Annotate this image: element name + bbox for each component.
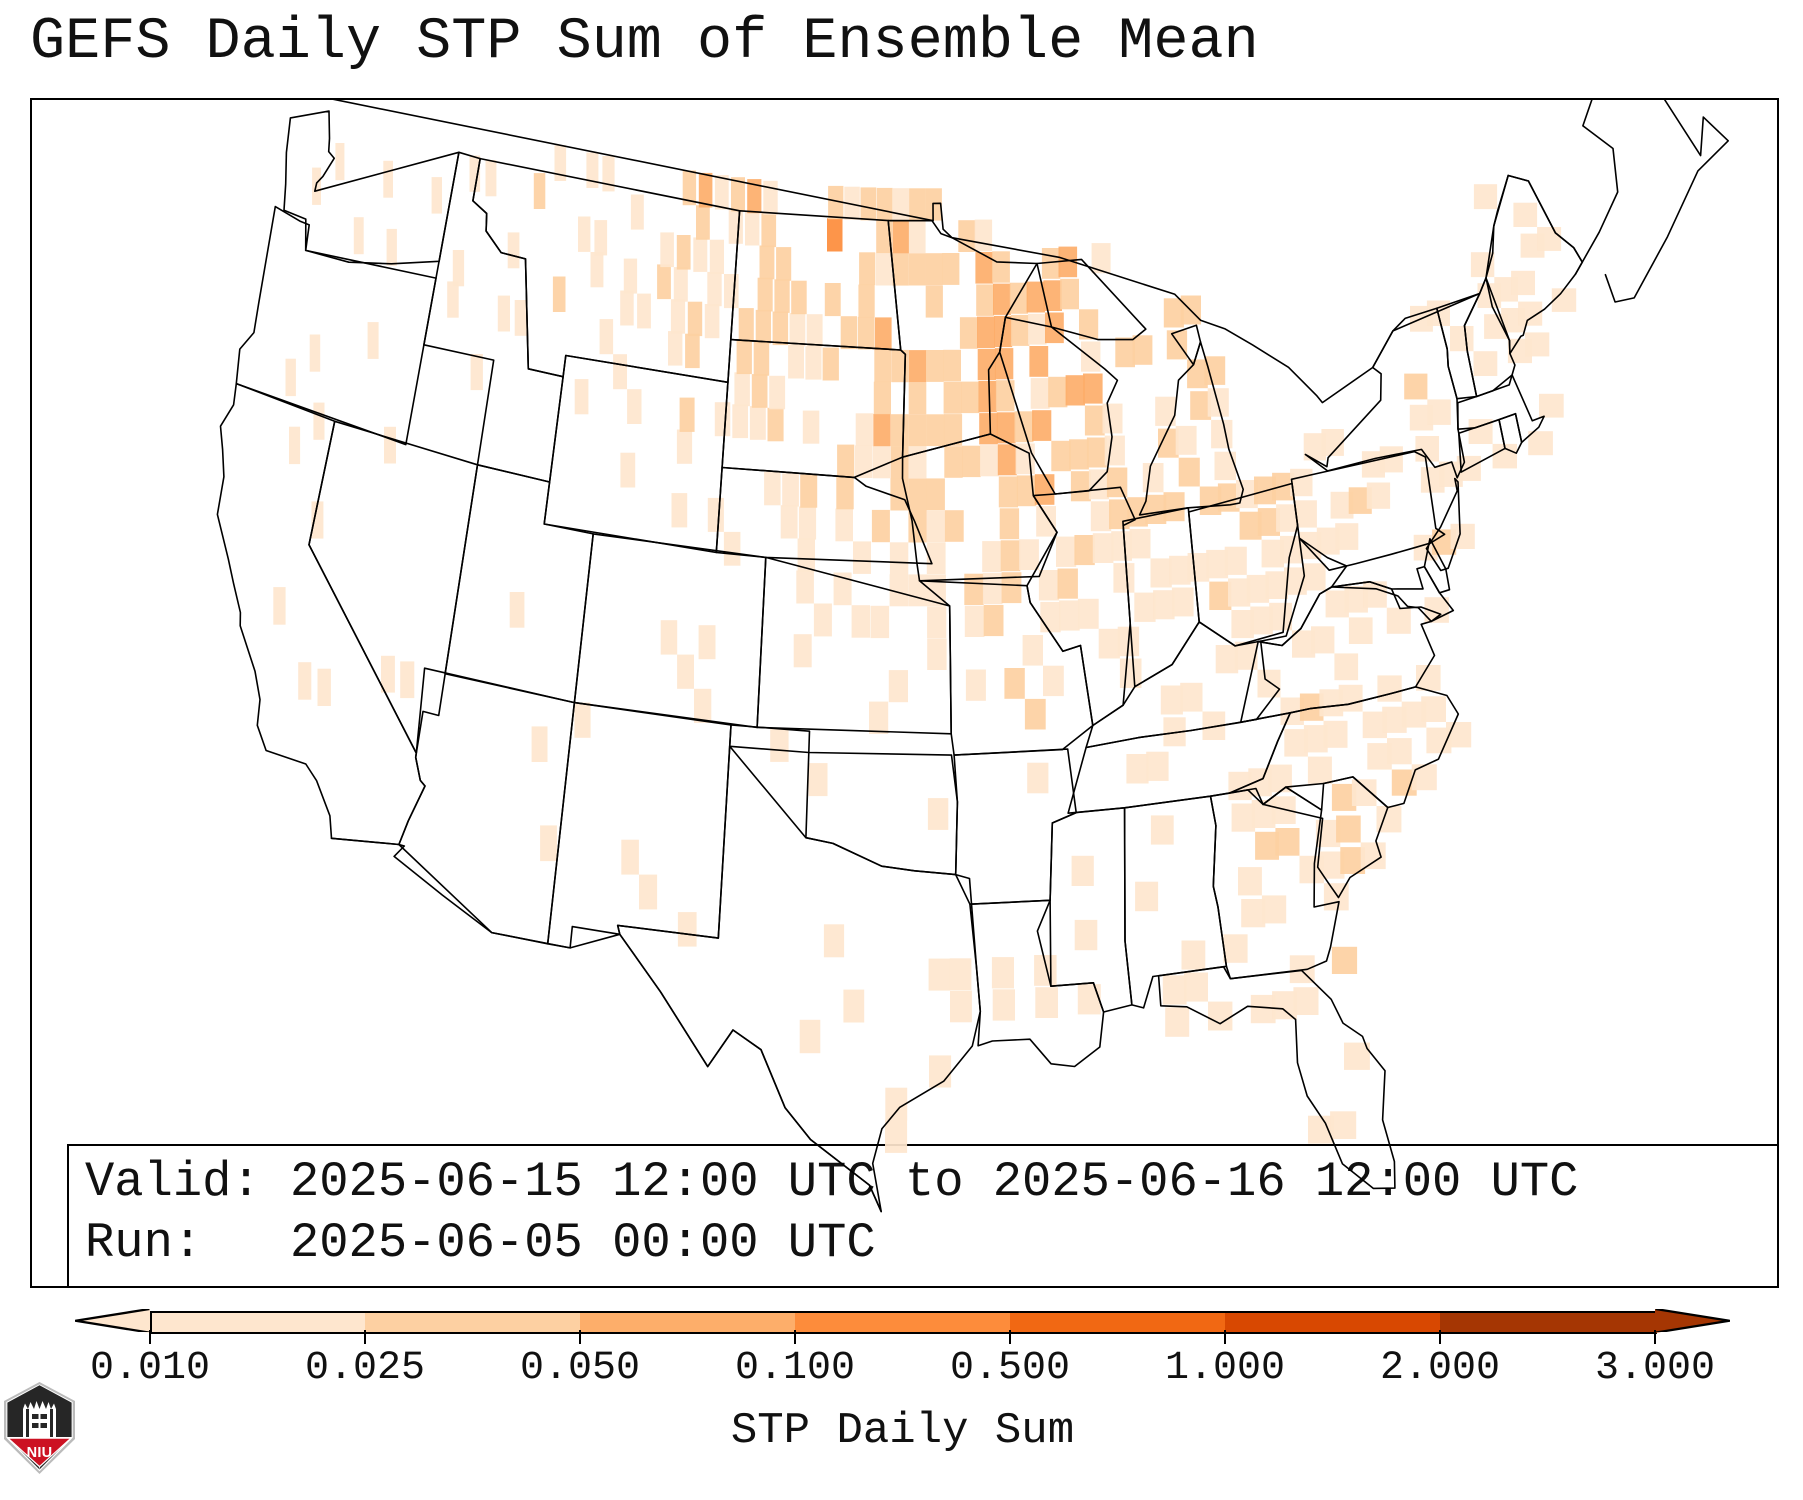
svg-text:NIU: NIU <box>27 1445 53 1461</box>
